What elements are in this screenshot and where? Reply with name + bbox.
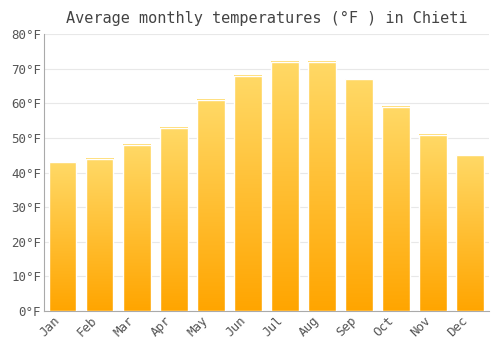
Bar bbox=[382, 107, 410, 311]
Bar bbox=[382, 107, 410, 311]
Bar bbox=[271, 62, 299, 311]
Bar bbox=[308, 62, 336, 311]
Bar bbox=[48, 162, 76, 311]
Bar bbox=[48, 162, 76, 311]
Bar bbox=[86, 159, 114, 311]
Bar bbox=[271, 62, 299, 311]
Bar bbox=[456, 155, 484, 311]
Bar bbox=[420, 134, 447, 311]
Bar bbox=[420, 134, 447, 311]
Bar bbox=[122, 145, 150, 311]
Bar bbox=[308, 62, 336, 311]
Title: Average monthly temperatures (°F ) in Chieti: Average monthly temperatures (°F ) in Ch… bbox=[66, 11, 467, 26]
Bar bbox=[234, 76, 262, 311]
Bar bbox=[160, 128, 188, 311]
Bar bbox=[197, 100, 224, 311]
Bar bbox=[86, 159, 114, 311]
Bar bbox=[160, 128, 188, 311]
Bar bbox=[197, 100, 224, 311]
Bar bbox=[345, 79, 373, 311]
Bar bbox=[456, 155, 484, 311]
Bar bbox=[234, 76, 262, 311]
Bar bbox=[345, 79, 373, 311]
Bar bbox=[122, 145, 150, 311]
